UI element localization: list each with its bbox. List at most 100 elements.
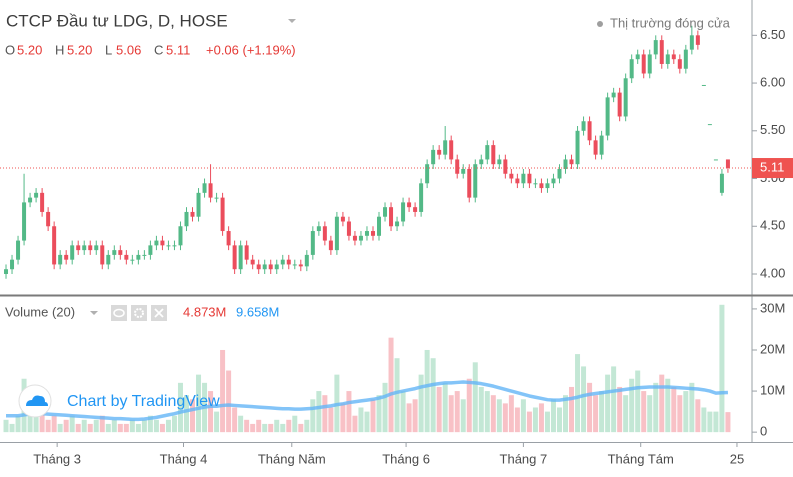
candle-body bbox=[46, 211, 51, 227]
volume-bar bbox=[105, 423, 111, 433]
candle-body bbox=[455, 159, 460, 174]
candle-body bbox=[232, 245, 237, 270]
candle-body bbox=[292, 264, 297, 266]
volume-bar bbox=[316, 391, 322, 433]
settings-button[interactable] bbox=[131, 305, 147, 321]
x-tick-label: Tháng 6 bbox=[382, 451, 430, 466]
ohlc-label: O bbox=[5, 42, 15, 57]
volume-bar bbox=[587, 382, 593, 433]
volume-bar bbox=[400, 391, 406, 433]
symbol-title[interactable]: CTCP Đầu tư LDG, D, HOSE bbox=[6, 11, 228, 30]
candle-body bbox=[370, 231, 375, 236]
candle-body bbox=[425, 164, 430, 184]
candle-body bbox=[587, 121, 592, 141]
candle-body bbox=[665, 54, 670, 64]
candle-body bbox=[641, 54, 646, 74]
y-tick-label: 4.50 bbox=[760, 218, 785, 233]
volume-bar bbox=[502, 403, 508, 433]
candle-body bbox=[701, 84, 706, 86]
volume-bar bbox=[135, 423, 141, 433]
candle-body bbox=[124, 254, 129, 260]
candle-body bbox=[148, 245, 153, 255]
candle-body bbox=[112, 250, 117, 255]
y-tick-label: 4.00 bbox=[760, 265, 785, 280]
change: +0.06 (+1.19%) bbox=[206, 42, 296, 57]
ohlc-value: 5.06 bbox=[116, 42, 141, 57]
candle-body bbox=[136, 254, 141, 260]
volume-bar bbox=[256, 419, 262, 433]
candle-body bbox=[154, 240, 159, 246]
volume-bar bbox=[683, 391, 689, 433]
volume-bar bbox=[153, 419, 159, 433]
candle-body bbox=[383, 207, 388, 217]
dropdown-arrow[interactable] bbox=[288, 19, 296, 23]
eye-button[interactable] bbox=[111, 305, 127, 321]
ohlc-value: 5.20 bbox=[67, 42, 92, 57]
candle-body bbox=[226, 231, 231, 246]
candle-body bbox=[142, 254, 147, 256]
volume-bar bbox=[238, 415, 244, 433]
volume-bar bbox=[424, 349, 430, 433]
volume-bar bbox=[496, 399, 502, 433]
candle-body bbox=[503, 159, 508, 174]
dropdown-arrow[interactable] bbox=[90, 311, 98, 315]
candle-body bbox=[256, 264, 261, 270]
volume-bar bbox=[550, 399, 556, 433]
volume-bar bbox=[226, 370, 232, 433]
watermark-text[interactable]: Chart by TradingView bbox=[67, 393, 220, 410]
y-tick-label: 6.50 bbox=[760, 27, 785, 42]
candle-body bbox=[70, 245, 75, 260]
volume-bar bbox=[340, 403, 346, 433]
volume-bar bbox=[629, 378, 635, 433]
candle-body bbox=[76, 245, 81, 251]
candle-body bbox=[64, 254, 69, 260]
volume-bar bbox=[9, 423, 15, 433]
volume-bar bbox=[695, 399, 701, 433]
candle-body bbox=[581, 121, 586, 131]
candle-body bbox=[298, 264, 303, 267]
volume-title[interactable]: Volume (20) bbox=[5, 304, 75, 319]
candle-body bbox=[431, 149, 436, 165]
candle-body bbox=[196, 192, 201, 217]
volume-bar bbox=[701, 407, 707, 433]
volume-bar bbox=[69, 415, 75, 433]
candle-body bbox=[352, 235, 357, 241]
volume-bar bbox=[346, 391, 352, 433]
candle-body bbox=[413, 207, 418, 212]
volume-bar bbox=[611, 366, 617, 433]
volume-bar bbox=[3, 419, 9, 433]
candle-body bbox=[82, 245, 87, 251]
volume-bar bbox=[454, 391, 460, 433]
volume-bar bbox=[250, 423, 256, 433]
y-tick-label: 10M bbox=[760, 383, 785, 398]
volume-bar bbox=[87, 423, 93, 433]
volume-bar bbox=[304, 419, 310, 433]
candle-body bbox=[401, 202, 406, 222]
volume-bar bbox=[382, 382, 388, 433]
volume-bar bbox=[376, 395, 382, 433]
candle-body bbox=[28, 197, 33, 203]
volume-bar bbox=[286, 419, 292, 433]
volume-bar bbox=[412, 399, 418, 433]
candle-body bbox=[635, 54, 640, 60]
marks-layer bbox=[0, 25, 752, 433]
volume-bar bbox=[599, 391, 605, 433]
volume-bar bbox=[147, 415, 153, 433]
candle-body bbox=[599, 135, 604, 155]
volume-bar bbox=[45, 419, 51, 433]
candle-body bbox=[539, 183, 544, 189]
volume-bar bbox=[466, 378, 472, 433]
volume-bar bbox=[51, 415, 57, 433]
candle-body bbox=[449, 140, 454, 160]
candle-body bbox=[286, 259, 291, 265]
volume-bar bbox=[165, 419, 171, 433]
candle-body bbox=[172, 245, 177, 247]
candle-body bbox=[647, 54, 652, 74]
candle-body bbox=[611, 92, 616, 98]
candle-body bbox=[623, 78, 628, 117]
candle-body bbox=[389, 207, 394, 227]
x-tick-label: Tháng 3 bbox=[33, 451, 81, 466]
candle-body bbox=[725, 159, 730, 169]
volume-bar bbox=[725, 412, 731, 433]
volume-bar bbox=[57, 423, 63, 433]
